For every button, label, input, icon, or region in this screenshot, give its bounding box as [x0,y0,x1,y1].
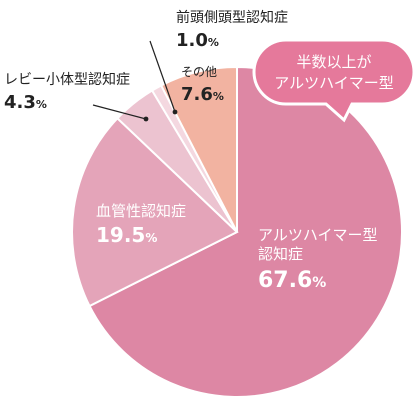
slice-label-other: その他 [181,65,217,79]
leader-line-lewy [92,104,147,120]
slice-value-alz: 67.6% [258,268,326,293]
slice-label-vas: 血管性認知症 [96,202,186,220]
pie-slices [71,65,403,398]
callout-bubble [252,38,416,123]
slice-value-vas: 19.5% [96,223,157,247]
slice-label-lewy: レビー小体型認知症 [4,71,130,88]
pie-slice-vas [71,116,239,308]
callout-text-line2: アルツハイマー型 [274,74,394,92]
callout-text-line1: 半数以上が [296,53,371,71]
leader-dot-lewy [143,116,149,122]
leader-line-ftd [149,40,176,113]
slice-label-alz-line2: 認知症 [258,245,303,263]
slice-value-ftd: 1.0% [176,30,219,51]
slice-value-lewy: 4.3% [4,92,47,113]
pie-slice-other [159,65,238,233]
leader-dot-ftd [172,109,178,115]
slice-label-alz-line1: アルツハイマー型 [258,226,378,244]
leader-lines [92,40,178,122]
slice-label-ftd: 前頭側頭型認知症 [176,9,288,26]
slice-value-other: 7.6% [181,84,224,105]
